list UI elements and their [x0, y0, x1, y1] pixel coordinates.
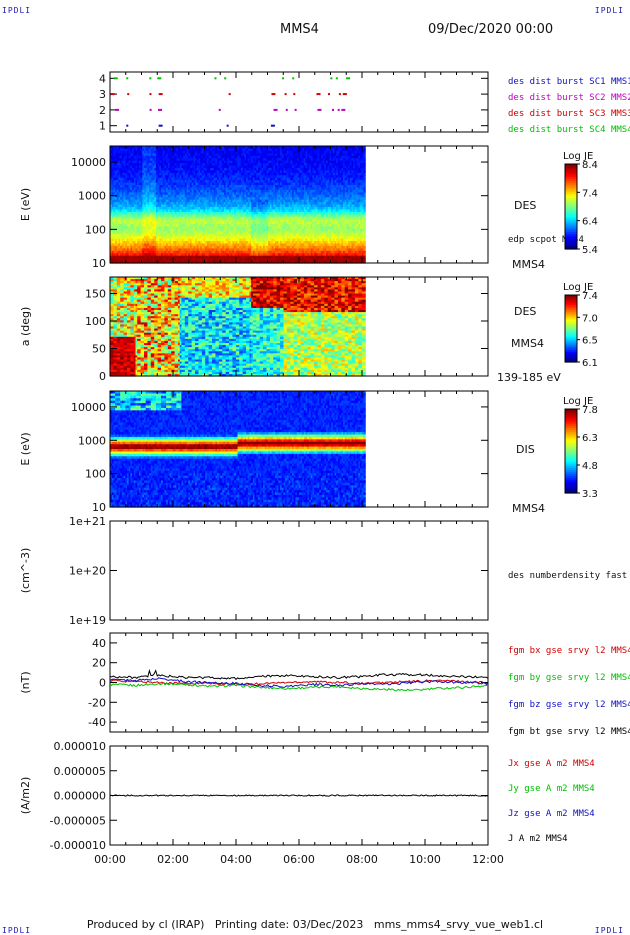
burst-marker: [126, 77, 128, 79]
burst-marker: [343, 93, 347, 95]
burst-marker: [285, 93, 287, 95]
burst-marker: [341, 109, 345, 111]
burst-y-tick-label: 1: [99, 120, 106, 133]
burst-marker: [115, 109, 119, 111]
burst-marker: [150, 109, 152, 111]
burst-marker: [332, 109, 334, 111]
panel-frame-1: [110, 72, 488, 132]
burst-marker: [295, 109, 297, 111]
burst-marker: [286, 109, 288, 111]
burst-marker: [159, 93, 163, 95]
burst-marker: [114, 77, 118, 79]
burst-marker: [317, 109, 321, 111]
burst-marker: [271, 125, 275, 127]
burst-legend-3: des dist burst SC3 MMS3: [508, 109, 630, 119]
burst-marker: [126, 125, 128, 127]
burst-marker: [127, 93, 129, 95]
burst-legend-1: des dist burst SC1 MMS1: [508, 77, 630, 87]
burst-marker: [219, 109, 221, 111]
burst-marker: [149, 77, 151, 79]
burst-marker: [274, 109, 278, 111]
burst-legend-2: des dist burst SC2 MMS2: [508, 93, 630, 103]
burst-marker: [330, 77, 332, 79]
burst-marker: [328, 93, 330, 95]
burst-marker: [157, 77, 161, 79]
burst-marker: [317, 93, 321, 95]
burst-marker: [149, 93, 151, 95]
burst-marker: [338, 109, 340, 111]
burst-marker: [293, 93, 295, 95]
burst-marker: [271, 93, 275, 95]
burst-marker: [292, 77, 294, 79]
burst-marker: [282, 77, 284, 79]
burst-y-tick-label: 4: [99, 72, 106, 85]
burst-marker: [158, 109, 162, 111]
burst-legend-4: des dist burst SC4 MMS4: [508, 125, 630, 135]
burst-y-tick-label: 2: [99, 104, 106, 117]
burst-marker: [227, 125, 229, 127]
burst-marker: [336, 77, 338, 79]
burst-marker: [339, 93, 341, 95]
burst-marker: [111, 93, 115, 95]
burst-marker: [214, 77, 216, 79]
burst-marker: [346, 77, 350, 79]
burst-y-tick-label: 3: [99, 88, 106, 101]
burst-marker: [224, 77, 226, 79]
burst-marker: [229, 93, 231, 95]
burst-marker: [159, 125, 163, 127]
